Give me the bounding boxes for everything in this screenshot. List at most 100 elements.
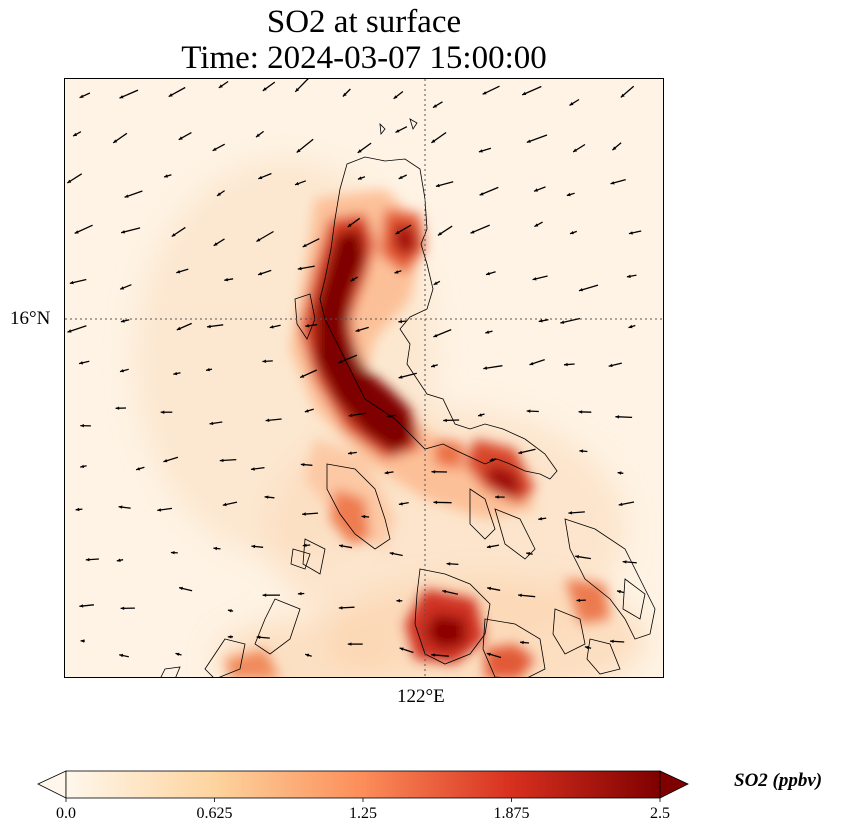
wind-arrow-head [295,181,299,186]
wind-arrow-head [302,512,306,516]
wind-arrow-head [176,326,181,330]
wind-arrow-head [608,363,613,368]
wind-arrow-head [526,552,531,556]
wind-arrow-head [258,175,263,180]
wind-vectors [66,79,642,659]
wind-arrow-head [73,132,78,137]
wind-arrow-head [433,281,438,285]
wind-arrow-head [256,238,261,242]
wind-arrow-head [629,231,633,235]
wind-arrow-head [361,514,366,519]
wind-arrow-head [534,188,538,192]
colorbar-svg [37,770,689,802]
wind-arrow-head [262,87,267,91]
wind-arrow-head [297,266,302,271]
wind-arrow-head [305,324,310,328]
wind-arrow-head [348,413,353,417]
wind-arrow-head [157,508,162,512]
wind-arrow-head [568,511,573,515]
wind-arrow-head [442,589,447,594]
wind-arrow-head [526,139,531,143]
wind-arrow-head [339,544,343,548]
colorbar-tick-1: 0.625 [196,805,233,822]
wind-arrow-head [258,271,262,276]
wind-arrow-head [219,458,224,463]
wind-arrow-head [295,88,300,92]
wind-arrow-head [120,319,125,323]
wind-arrow-head [80,464,85,468]
wind-arrow-head [338,359,343,364]
wind-arrow-head [173,371,178,376]
wind-arrow-head [124,194,129,198]
wind-arrow-head [386,414,391,418]
wind-arrow-head [121,230,125,234]
wind-arrow-head [269,325,274,329]
wind-arrow-head [297,591,302,596]
wind-arrow-head [217,192,221,196]
wind-arrow-head [610,181,615,185]
wind-arrow-head [120,369,124,373]
wind-arrow-head [79,361,83,365]
wind-arrow-head [300,463,305,467]
wind-arrow-head [176,270,181,274]
wind-arrow-head [431,470,436,474]
wind-arrow-head [564,362,568,367]
wind-arrow-head [67,179,72,183]
wind-arrow-head [399,647,404,651]
wind-arrow-head [575,555,579,559]
wind-arrow-head [443,418,447,423]
wind-arrow-head [207,324,211,329]
wind-arrow-head [394,270,399,274]
title-line-1: SO2 at surface [266,4,462,40]
wind-arrow-head [622,560,627,564]
wind-arrow-head [620,93,625,98]
wind-arrow-head [628,324,633,329]
wind-arrow-head [206,367,210,372]
wind-arrow-head [163,459,168,463]
colorbar-label: SO2 (ppbv) [734,770,823,791]
wind-arrow-head [615,415,620,419]
wind-arrow-head [566,192,571,197]
colorbar-gradient [65,770,661,799]
wind-arrow-head [431,653,435,657]
wind-arrow-head [437,232,442,236]
wind-arrow-head [118,505,123,509]
wind-arrow-head [576,598,581,603]
wind-arrow-head [478,149,483,153]
wind-arrow-head [265,418,270,422]
wind-arrow-head [487,586,492,591]
wind-arrow-head [119,653,124,658]
wind-arrow-head [486,271,490,276]
wind-arrow-head [262,359,267,363]
wind-arrow-head [610,639,614,643]
wind-arrow-head [486,652,491,657]
wind-arrow-head [398,502,403,506]
wind-arrow-head [212,147,217,151]
wind-arrow-head [222,502,227,507]
wind-arrow-head [398,175,403,179]
wind-arrow-head [617,590,621,594]
wind-arrow-head [470,230,475,234]
wind-arrow-head [520,640,524,645]
wind-arrow-head [213,242,218,246]
wind-arrow-head [479,192,484,196]
wind-arrow-head [446,562,451,566]
wind-arrow-head [495,495,499,499]
wind-arrow-head [119,95,124,99]
wind-arrow-head [350,277,355,282]
wind-arrow-head [486,545,491,549]
map-panel [64,78,664,678]
gridlines [65,79,663,677]
coastlines [160,118,656,677]
wind-arrow-head [526,409,531,413]
wind-arrow-head [489,458,494,462]
wind-arrow-head [398,375,403,379]
title-line-2: Time: 2024-03-07 15:00:00 [181,40,547,76]
wind-arrow-head [431,364,435,368]
wind-arrow-head [347,223,352,227]
wind-arrow-head [305,653,310,657]
so2-concentration-field [225,189,610,677]
wind-arrow-head [579,288,583,292]
wind-arrow-head [570,231,574,235]
wind-arrow-head [302,543,307,547]
